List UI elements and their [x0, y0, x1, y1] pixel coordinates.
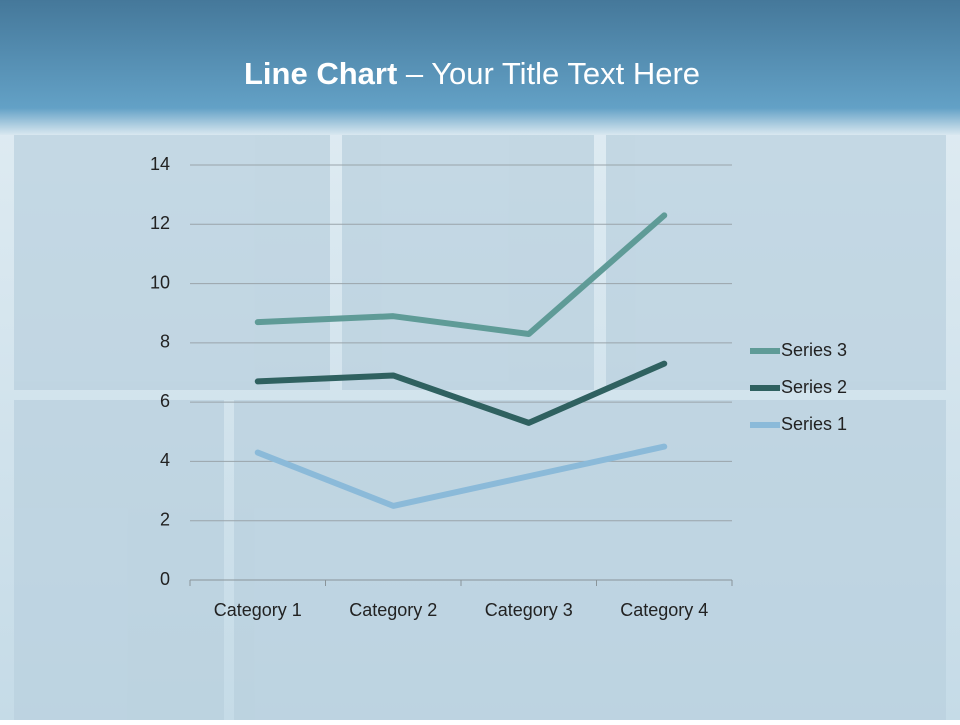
legend-label: Series 2 [781, 377, 847, 397]
y-tick-label: 6 [160, 391, 170, 411]
y-tick-label: 10 [150, 272, 170, 292]
x-tick-label: Category 2 [349, 600, 437, 620]
legend-label: Series 3 [781, 340, 847, 360]
chart-title: Line Chart – Your Title Text Here [244, 56, 700, 91]
header-band [0, 0, 960, 135]
y-tick-label: 14 [150, 154, 170, 174]
legend-label: Series 1 [781, 414, 847, 434]
y-tick-label: 0 [160, 569, 170, 589]
photo-panels [14, 135, 946, 720]
series-line [254, 212, 668, 337]
title-text: – Your Title Text Here [406, 56, 700, 91]
y-tick-label: 4 [160, 450, 170, 470]
x-tick-label: Category 4 [620, 600, 708, 620]
y-tick-label: 12 [150, 213, 170, 233]
y-tick-label: 8 [160, 332, 170, 352]
series-line [254, 443, 668, 509]
x-tick-label: Category 1 [214, 600, 302, 620]
x-tick-label: Category 3 [485, 600, 573, 620]
y-tick-label: 2 [160, 509, 170, 529]
series-line [254, 360, 668, 426]
title-emphasis: Line Chart [244, 56, 397, 91]
